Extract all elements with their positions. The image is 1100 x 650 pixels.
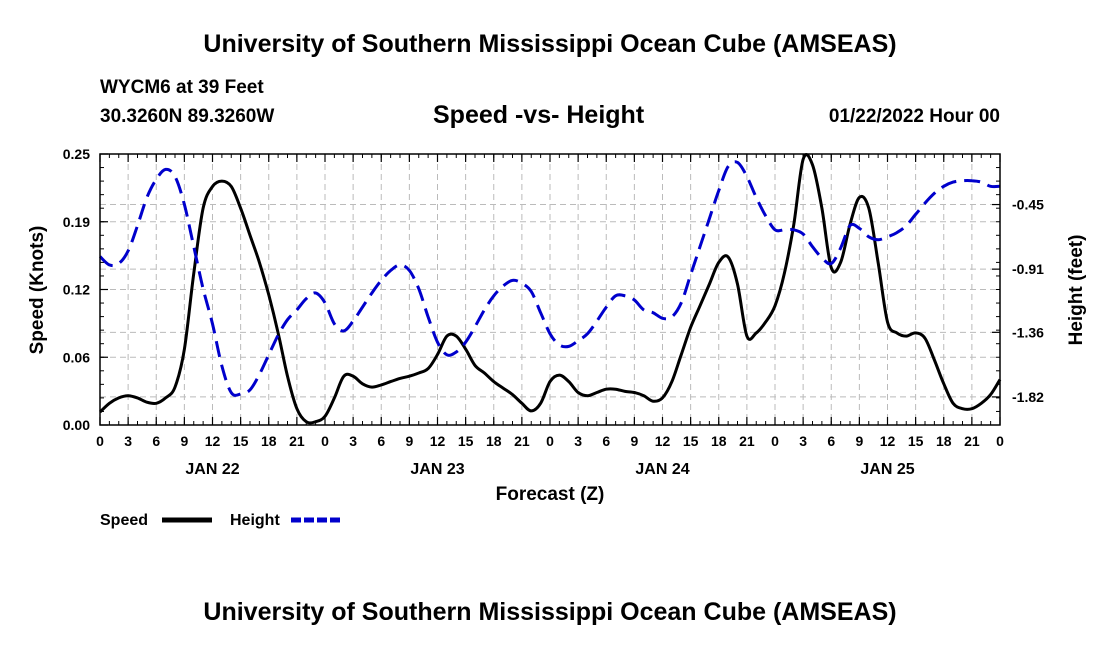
- legend-height-label: Height: [230, 512, 280, 529]
- x-tick-label: 21: [739, 433, 755, 449]
- x-tick-label: 12: [655, 433, 671, 449]
- x-tick-label: 0: [546, 433, 554, 449]
- y-left-tick-label: 0.25: [63, 146, 90, 162]
- y-left-tick-label: 0.19: [63, 214, 90, 230]
- page-title: University of Southern Mississippi Ocean…: [203, 30, 897, 58]
- x-tick-label: 12: [205, 433, 221, 449]
- x-tick-label: 0: [771, 433, 779, 449]
- plot-frame: [99, 153, 1001, 426]
- x-tick-label: 6: [377, 433, 385, 449]
- axis-labels: 0 3 6 9 12 15 18 21 0 3 6 9 12 15 18 21 0 3 6 9 12 15 18 21 0 3 6 9…: [63, 146, 1044, 478]
- day-label: JAN 23: [410, 461, 464, 478]
- x-tick-label: 6: [602, 433, 610, 449]
- chart-subtitle: Speed -vs- Height: [433, 101, 645, 129]
- x-tick-label: 21: [289, 433, 305, 449]
- x-tick-label: 0: [321, 433, 329, 449]
- y-left-tick-label: 0.12: [63, 282, 90, 298]
- day-label: JAN 25: [860, 461, 914, 478]
- x-tick-label: 9: [405, 433, 413, 449]
- x-tick-label: 15: [908, 433, 924, 449]
- x-tick-label: 6: [827, 433, 835, 449]
- x-tick-label: 21: [514, 433, 530, 449]
- legend: Speed Height: [100, 512, 343, 529]
- legend-speed-label: Speed: [100, 512, 148, 529]
- station-coords: 30.3260N 89.3260W: [100, 106, 275, 127]
- x-tick-label: 18: [261, 433, 277, 449]
- x-tick-label: 9: [180, 433, 188, 449]
- y-right-tick-label: -1.82: [1012, 389, 1044, 405]
- y-right-tick-label: -0.91: [1012, 261, 1044, 277]
- x-tick-label: 18: [936, 433, 952, 449]
- footer-title: University of Southern Mississippi Ocean…: [203, 598, 897, 626]
- y-axis-title-left: Speed (Knots): [27, 226, 48, 355]
- x-tick-label: 18: [486, 433, 502, 449]
- x-tick-label: 0: [96, 433, 104, 449]
- x-tick-label: 12: [430, 433, 446, 449]
- y-axis-title-right: Height (feet): [1066, 235, 1087, 346]
- x-tick-label: 12: [880, 433, 896, 449]
- y-left-tick-label: 0.06: [63, 349, 90, 365]
- day-label: JAN 22: [185, 461, 239, 478]
- x-tick-label: 15: [458, 433, 474, 449]
- x-tick-label: 0: [996, 433, 1004, 449]
- x-tick-label: 3: [799, 433, 807, 449]
- y-right-tick-label: -0.45: [1012, 197, 1044, 213]
- x-tick-label: 3: [349, 433, 357, 449]
- x-tick-label: 3: [574, 433, 582, 449]
- series-lines: [98, 153, 1002, 425]
- x-tick-label: 18: [711, 433, 727, 449]
- speed-height-chart: 0 3 6 9 12 15 18 21 0 3 6 9 12 15 18 21 0 3 6 9 12 15 18 21 0 3 6 9…: [27, 146, 1087, 529]
- x-tick-label: 21: [964, 433, 980, 449]
- series-line-height: [98, 160, 1001, 397]
- x-tick-label: 9: [855, 433, 863, 449]
- x-tick-label: 9: [630, 433, 638, 449]
- x-tick-label: 3: [124, 433, 132, 449]
- x-tick-label: 6: [152, 433, 160, 449]
- y-right-tick-label: -1.36: [1012, 324, 1044, 340]
- x-tick-label: 15: [683, 433, 699, 449]
- y-left-tick-label: 0.00: [63, 417, 90, 433]
- x-tick-label: 15: [233, 433, 249, 449]
- forecast-datetime: 01/22/2022 Hour 00: [828, 106, 1000, 127]
- day-label: JAN 24: [635, 461, 689, 478]
- x-axis-title: Forecast (Z): [496, 484, 605, 505]
- station-label: WYCM6 at 39 Feet: [100, 77, 264, 98]
